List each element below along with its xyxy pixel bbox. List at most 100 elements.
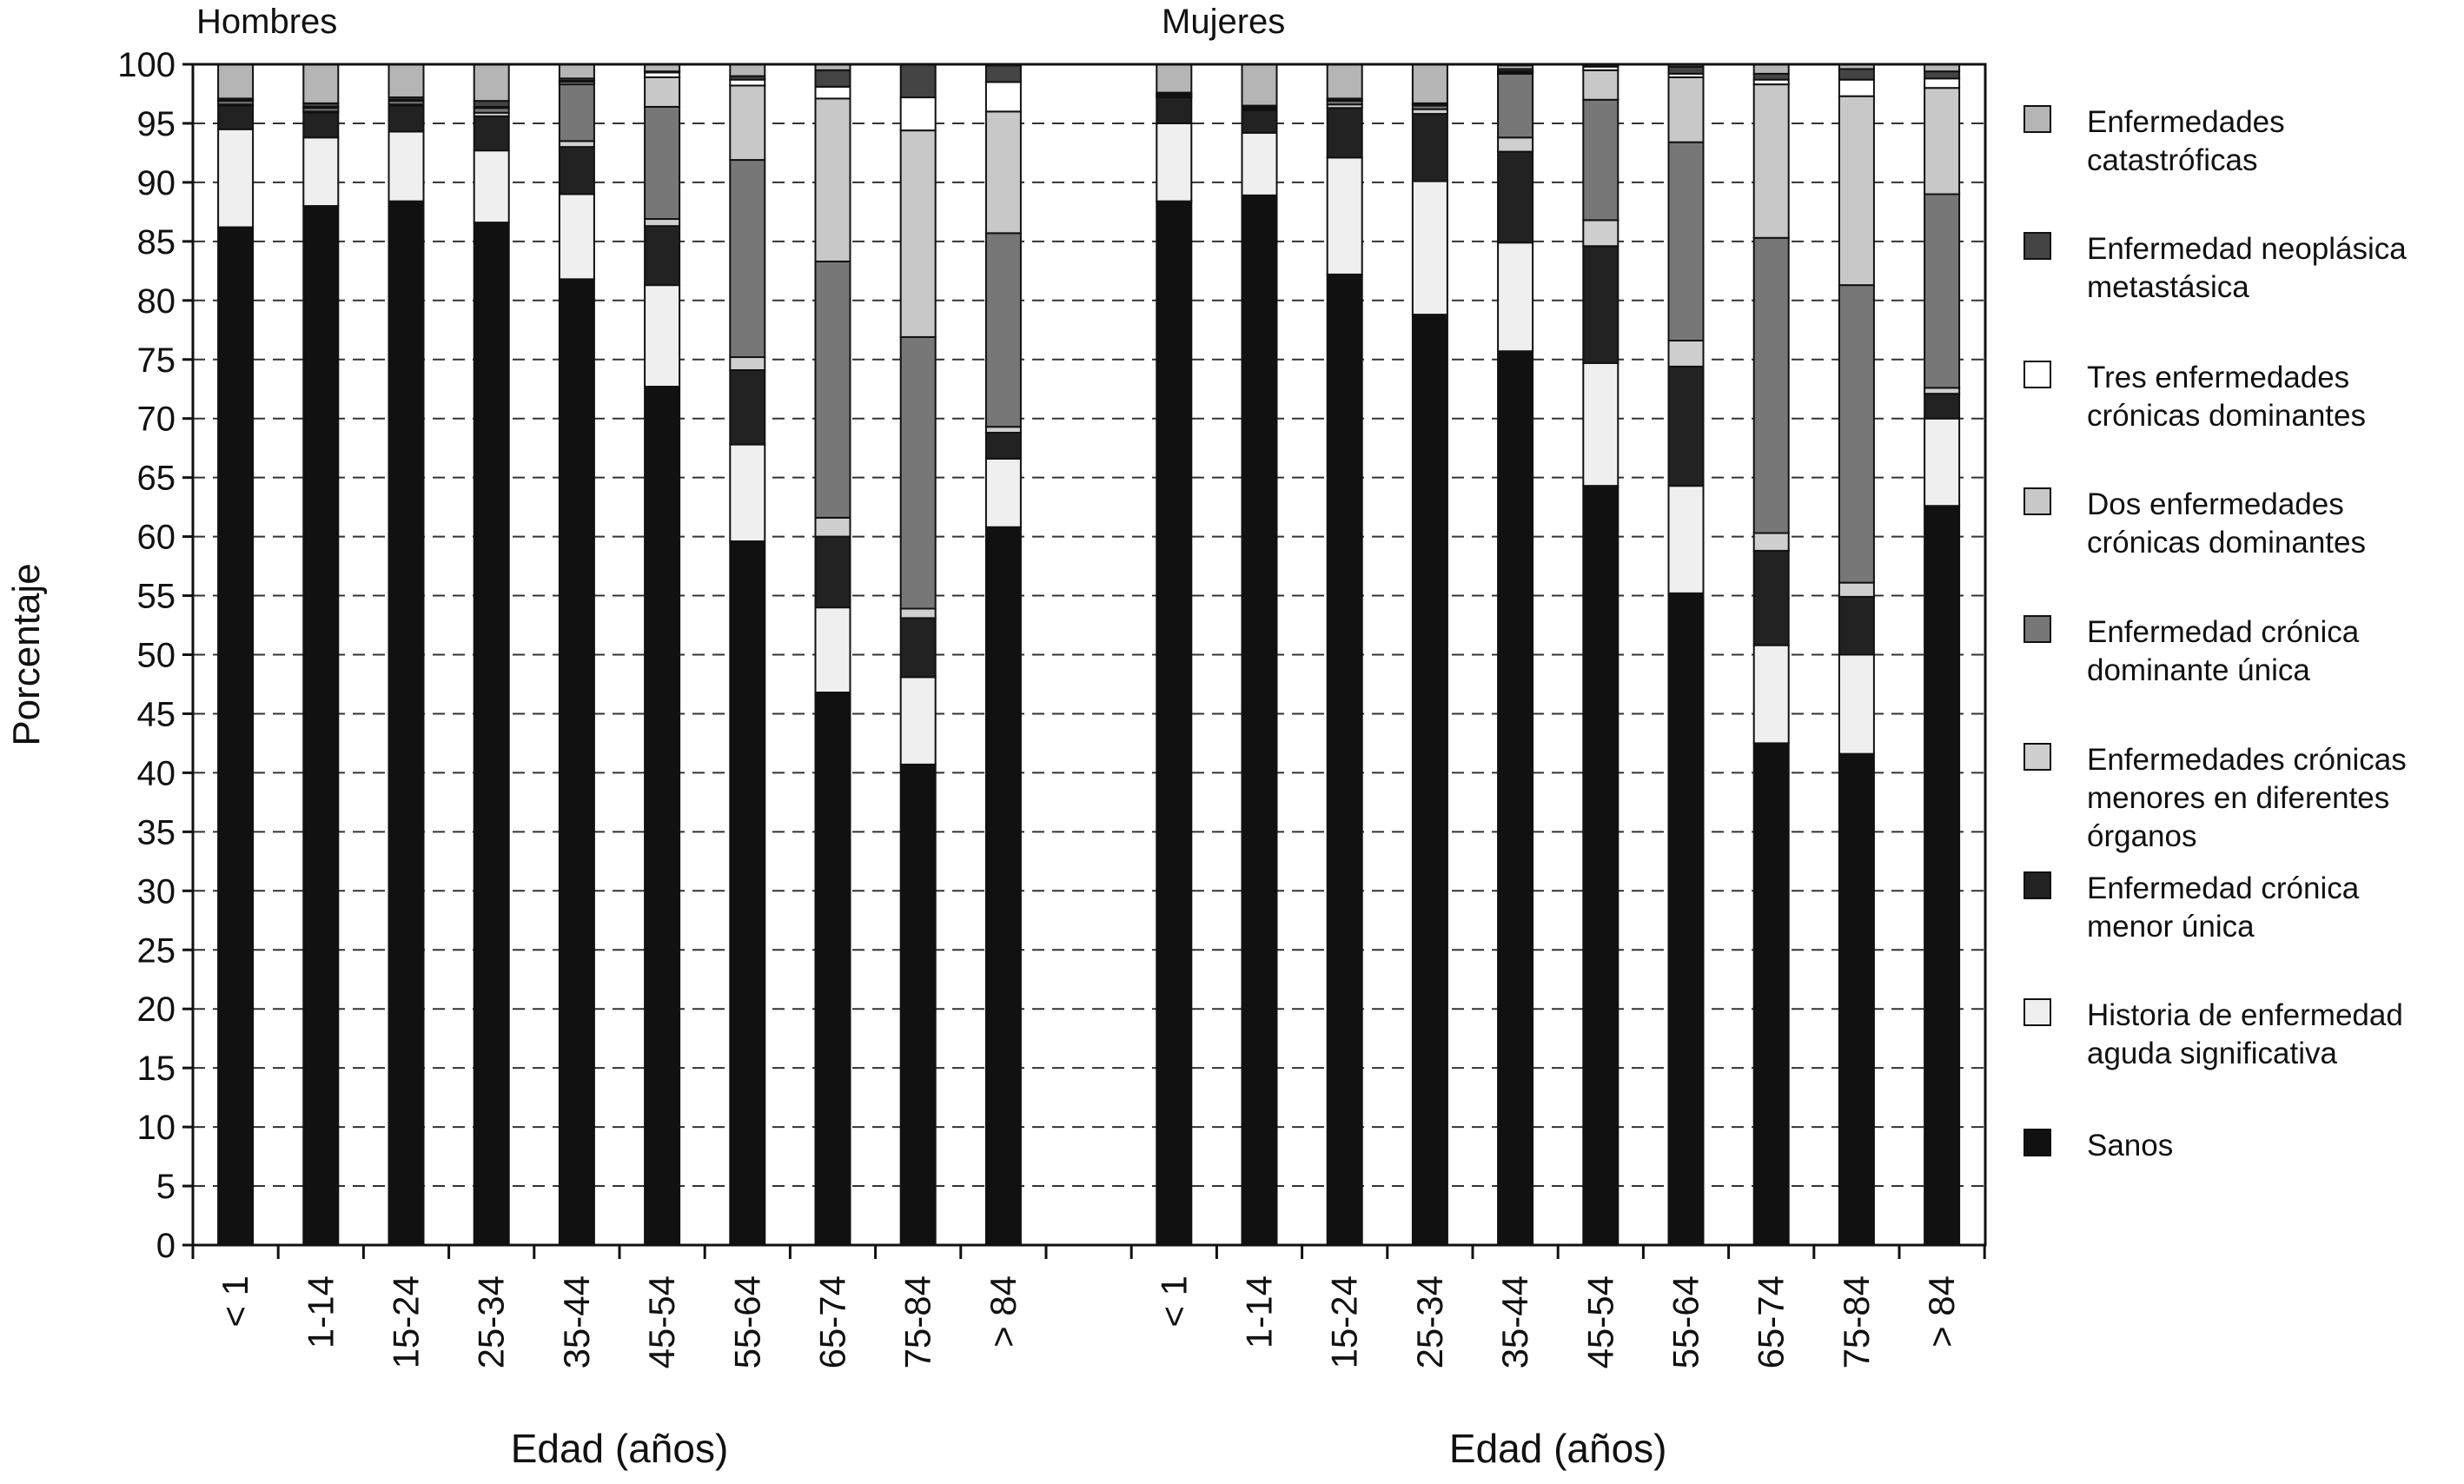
x-tick-label: 35-44 [1494, 1275, 1535, 1368]
bar-segment [1326, 273, 1363, 1247]
bar-segment [1924, 417, 1961, 507]
y-tick-label: 70 [137, 401, 176, 439]
bar-segment [899, 676, 937, 765]
y-tick-label: 50 [137, 637, 176, 675]
panel-title: Hombres [196, 3, 337, 41]
bar-segment [217, 128, 255, 229]
bar-segment [899, 129, 937, 338]
y-tick-label: 0 [156, 1227, 176, 1265]
bar-segment [1411, 314, 1448, 1246]
grid-layer [193, 122, 1985, 1188]
bar-segment [1241, 109, 1278, 134]
bar-segment [729, 84, 766, 162]
bar-segment [1326, 107, 1363, 159]
bar-segment [1582, 361, 1619, 487]
bar-segment [1667, 592, 1705, 1246]
bar-segment [1667, 365, 1705, 487]
legend-label: dominante única [2087, 653, 2310, 687]
bar-segment [387, 63, 425, 99]
bar-segment [814, 535, 851, 609]
legend-swatch [2024, 998, 2051, 1026]
bar-segment [814, 516, 851, 538]
bar-segment [558, 63, 595, 80]
x-tick-label: 45-54 [1580, 1275, 1620, 1368]
bar-segment [899, 617, 937, 679]
bar-segment [1156, 200, 1193, 1246]
bar-segment [1667, 76, 1705, 143]
bar-segment [1752, 532, 1790, 552]
bar-segment [473, 115, 510, 152]
bar-segment [1838, 78, 1875, 97]
x-tick-label: 55-64 [1666, 1275, 1706, 1368]
y-tick-label: 65 [137, 460, 176, 498]
legend-swatch [2024, 1129, 2051, 1156]
bar-segment [302, 205, 340, 1247]
legend-label: órganos [2087, 819, 2196, 853]
bar-segment [644, 218, 681, 228]
bar-segment [1752, 72, 1790, 81]
x-tick-label: 75-84 [898, 1275, 938, 1368]
x-tick-label: 15-24 [386, 1275, 427, 1368]
bar-segment [1411, 180, 1448, 316]
bar-segment [1924, 505, 1961, 1246]
x-tick-label: 25-34 [1409, 1275, 1450, 1368]
y-tick-label: 60 [137, 519, 176, 557]
y-tick-label: 90 [137, 164, 176, 202]
bar-segment [1838, 581, 1875, 598]
bar-segment [1752, 63, 1790, 75]
bar-segment [1752, 83, 1790, 239]
bar-segment [984, 64, 1022, 83]
y-tick-label: 30 [137, 872, 176, 911]
bar-segment [558, 278, 595, 1246]
y-axis-label: Porcentaje [5, 563, 48, 745]
y-tick-label: 25 [137, 931, 176, 970]
legend-swatch [2024, 743, 2051, 771]
bar-segment [302, 63, 340, 104]
y-tick-label: 15 [137, 1050, 176, 1088]
bar-segment [1924, 87, 1961, 195]
bar-segment [473, 222, 510, 1247]
x-tick-label: 75-84 [1836, 1275, 1877, 1368]
x-tick-label: > 84 [1921, 1275, 1962, 1348]
legend-label: catastróficas [2087, 143, 2257, 177]
bar-segment [1326, 63, 1363, 100]
bar-segment [1838, 752, 1875, 1246]
bar-segment [1752, 742, 1790, 1246]
bar-segment [814, 69, 851, 88]
bar-segment [1924, 387, 1961, 395]
bar-segment [217, 226, 255, 1246]
bar-segment [1156, 96, 1193, 124]
bar-segment [387, 130, 425, 202]
panel-title: Mujeres [1162, 3, 1285, 41]
bar-segment [473, 63, 510, 103]
bar-segment [1497, 350, 1534, 1246]
bar-segment [1582, 219, 1619, 248]
axes-layer [182, 63, 1987, 1259]
x-tick-label: 65-74 [812, 1275, 853, 1368]
y-tick-label: 100 [117, 46, 176, 84]
bar-segment [1497, 72, 1534, 139]
x-tick-label: 35-44 [556, 1275, 597, 1368]
legend-label: Sanos [2087, 1129, 2173, 1163]
bar-segment [814, 260, 851, 519]
bar-segment [814, 606, 851, 693]
bar-segment [302, 111, 340, 139]
x-tick-label: 45-54 [641, 1275, 682, 1368]
x-tick-label: 55-64 [726, 1275, 767, 1368]
legend-label: Historia de enfermedad [2087, 998, 2403, 1032]
bar-segment [984, 432, 1022, 460]
legend-label: Enfermedades [2087, 105, 2285, 139]
legend-layer: Enfermedades catastróficas Enfermedad neop… [2024, 105, 2407, 1163]
bar-segment [899, 607, 937, 619]
legend-label: crónicas dominantes [2087, 526, 2366, 560]
legend-label: Enfermedad neoplásica [2087, 232, 2407, 266]
bar-segment [1582, 64, 1619, 68]
bar-segment [644, 386, 681, 1246]
x-tick-label: > 84 [983, 1275, 1023, 1348]
plot-frame [191, 63, 1987, 1247]
bar-segment [984, 526, 1022, 1246]
bar-segment [1582, 245, 1619, 364]
bar-segment [1582, 98, 1619, 222]
legend-label: Enfermedad crónica [2087, 871, 2360, 905]
bar-segment [1924, 77, 1961, 89]
